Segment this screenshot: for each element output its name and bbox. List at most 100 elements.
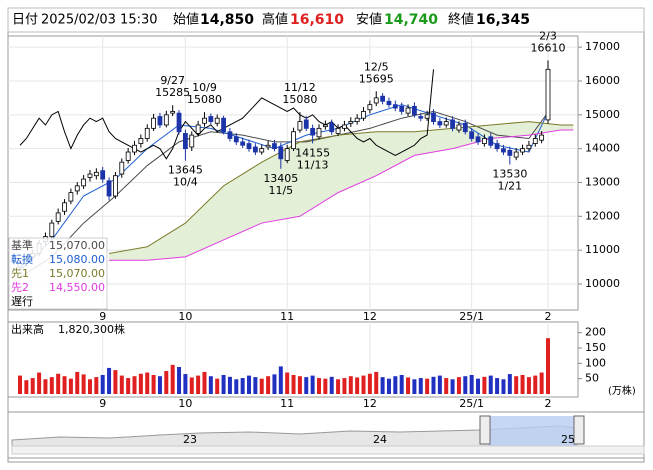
volume-bar <box>94 377 99 394</box>
annotation-date: 11/5 <box>268 184 293 197</box>
volume-bar <box>463 376 468 394</box>
x-tick-label: 12 <box>363 397 377 410</box>
candle-body <box>81 178 87 187</box>
annotation-date: 10/4 <box>173 176 198 189</box>
candle-body <box>132 144 137 153</box>
volume-bar <box>386 378 391 394</box>
candle-body <box>481 138 487 144</box>
volume-bar <box>145 372 150 394</box>
candle-body <box>545 68 551 121</box>
y-tick-label: 200 <box>585 326 606 339</box>
candle-body <box>119 161 125 175</box>
volume-total: 1,820,300株 <box>58 322 125 336</box>
y-tick-label: 12000 <box>585 209 620 222</box>
volume-bar <box>81 374 86 394</box>
unit-label: (万株) <box>608 384 636 397</box>
volume-bar <box>49 377 54 394</box>
navigator-handle-left[interactable] <box>479 415 491 445</box>
volume-bar <box>138 373 143 394</box>
ichimoku-line <box>108 121 574 255</box>
date-label: 日付 <box>12 13 38 28</box>
volume-bar <box>329 376 334 394</box>
candle-body <box>157 116 163 126</box>
high-label: 高値 <box>262 12 288 28</box>
volume-bar <box>189 377 194 394</box>
volume-bar <box>43 379 48 394</box>
volume-bar <box>456 377 461 394</box>
volume-bar <box>380 377 385 394</box>
annotation-price: 15285 <box>155 86 190 99</box>
volume-bar <box>501 379 506 394</box>
candle-body <box>49 222 55 237</box>
x-tick-label: 25/1 <box>459 397 484 410</box>
volume-panel <box>7 321 579 398</box>
volume-bar <box>100 374 105 394</box>
low-label: 安値 <box>356 12 382 28</box>
low-value: 14,740 <box>384 12 438 28</box>
volume-bar <box>30 378 35 394</box>
candle-body <box>189 134 195 148</box>
volume-bar <box>278 366 283 394</box>
navigator-label: 24 <box>373 433 387 446</box>
candle-body <box>322 124 328 128</box>
candle-body <box>195 124 201 134</box>
candle-body <box>284 148 290 161</box>
candle-body <box>62 202 67 212</box>
volume-bar <box>113 370 118 394</box>
candle-body <box>240 141 246 146</box>
candle-body <box>386 100 392 106</box>
volume-bar <box>316 378 321 394</box>
lagging-line <box>19 69 434 160</box>
navigator-selection[interactable] <box>488 416 578 446</box>
volume-bar <box>526 377 531 394</box>
annotation-price: 16610 <box>531 41 566 54</box>
volume-bar <box>183 374 188 394</box>
x-tick-label: 11 <box>280 310 294 323</box>
annotation-price: 14155 <box>295 146 330 159</box>
legend-name: 転換 <box>11 253 33 266</box>
volume-bar <box>342 378 347 394</box>
navigator-handle-right[interactable] <box>573 415 585 445</box>
volume-bar <box>87 379 92 394</box>
open-value: 14,850 <box>200 12 254 28</box>
volume-bar <box>37 372 42 394</box>
candle-body <box>125 151 131 161</box>
volume-bar <box>119 375 124 394</box>
volume-bar <box>170 364 175 394</box>
candle-body <box>278 146 284 160</box>
volume-bar <box>68 378 73 394</box>
candle-body <box>329 122 335 133</box>
candle-body <box>170 111 176 114</box>
y-tick-label: 13000 <box>585 175 620 188</box>
volume-bar <box>533 375 538 394</box>
volume-bar <box>151 374 156 394</box>
volume-bar <box>164 371 169 394</box>
candle-body <box>494 143 500 150</box>
y-tick-label: 150 <box>585 341 606 354</box>
candle-body <box>532 138 538 144</box>
candle-body <box>208 116 214 122</box>
high-value: 16,610 <box>290 12 344 28</box>
volume-bar <box>374 371 379 394</box>
volume-bar <box>234 379 239 394</box>
candle-body <box>176 112 182 133</box>
volume-bar <box>227 376 232 394</box>
y-tick-label: 14000 <box>585 142 620 155</box>
candle-body <box>437 121 443 126</box>
candle-body <box>354 117 360 122</box>
candle-body <box>113 175 118 197</box>
legend-name: 遅行 <box>11 295 33 308</box>
navigator-scrollbar[interactable] <box>11 445 645 455</box>
x-tick-label: 9 <box>99 397 106 410</box>
candle-body <box>93 171 99 177</box>
volume-bar <box>247 375 252 394</box>
candle-body <box>138 138 144 144</box>
volume-bar <box>361 375 366 394</box>
volume-bar <box>488 375 493 394</box>
candle-body <box>106 180 112 197</box>
volume-bar <box>431 376 436 394</box>
volume-bar <box>240 378 245 394</box>
candle-body <box>303 119 309 129</box>
volume-bar <box>215 378 220 394</box>
